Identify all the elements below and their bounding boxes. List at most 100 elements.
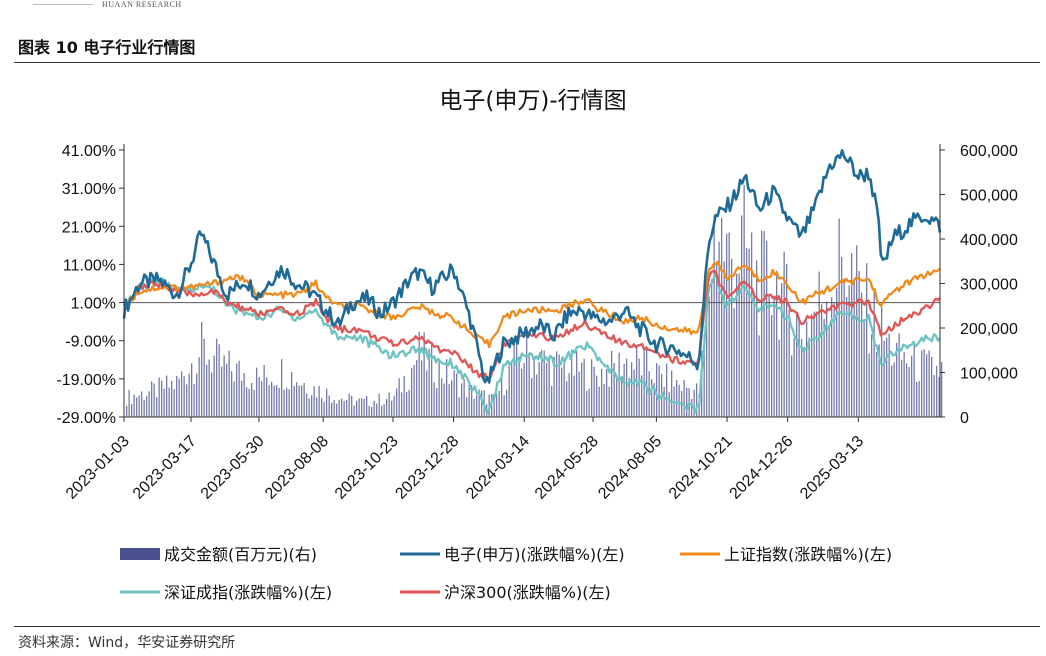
volume-bar xyxy=(703,335,705,417)
volume-bar xyxy=(451,380,453,417)
volume-bar xyxy=(231,371,233,417)
volume-bar xyxy=(488,394,490,417)
brand-text: HUAAN RESEARCH xyxy=(102,0,182,9)
volume-bar xyxy=(608,386,610,417)
volume-bar xyxy=(233,381,235,417)
volume-bar xyxy=(658,365,660,417)
volume-bar xyxy=(663,387,665,417)
volume-bar xyxy=(208,359,210,417)
volume-bar xyxy=(691,399,693,417)
volume-bar xyxy=(561,367,563,417)
volume-bar xyxy=(391,400,393,417)
volume-bar xyxy=(323,401,325,417)
volume-bar xyxy=(371,407,373,417)
volume-bar xyxy=(266,377,268,417)
volume-bar xyxy=(746,247,748,417)
legend-label: 沪深300(涨跌幅%)(左) xyxy=(444,583,611,602)
volume-bar xyxy=(766,240,768,417)
volume-bar xyxy=(126,405,128,417)
volume-bar xyxy=(513,342,515,417)
volume-bar xyxy=(521,368,523,417)
volume-bar xyxy=(823,318,825,417)
volume-bar xyxy=(216,338,218,417)
volume-bar xyxy=(478,389,480,417)
volume-bar xyxy=(333,399,335,417)
right-tick-label: 600,000 xyxy=(960,143,1018,160)
left-tick-label: -19.00% xyxy=(56,372,116,389)
series-lines xyxy=(122,149,942,415)
volume-bar xyxy=(373,400,375,417)
volume-bar xyxy=(731,258,733,417)
volume-bar xyxy=(406,391,408,417)
volume-bar xyxy=(211,372,213,417)
x-tick-label: 2024-10-21 xyxy=(666,433,736,503)
volume-bar xyxy=(898,333,900,417)
x-tick-label: 2023-10-23 xyxy=(332,433,402,503)
volume-bar xyxy=(173,389,175,417)
volume-bar xyxy=(331,402,333,417)
volume-bar xyxy=(243,373,245,417)
volume-bar xyxy=(838,218,840,417)
volume-bar xyxy=(446,359,448,417)
volume-bar xyxy=(891,365,893,417)
volume-bar xyxy=(508,361,510,417)
volume-bar xyxy=(911,355,913,417)
volume-bar xyxy=(771,315,773,417)
volume-bar xyxy=(378,393,380,417)
volume-bar xyxy=(863,321,865,417)
volume-bar xyxy=(553,356,555,417)
volume-bar xyxy=(901,359,903,417)
volume-bar xyxy=(518,356,520,417)
volume-bar xyxy=(498,391,500,417)
volume-bar xyxy=(168,387,170,417)
volume-bar xyxy=(348,393,350,417)
volume-bar xyxy=(533,356,535,417)
volume-bar xyxy=(536,374,538,417)
volume-bar xyxy=(531,378,533,417)
volume-bar xyxy=(816,311,818,417)
right-tick-label: 500,000 xyxy=(960,188,1018,205)
x-tick-label: 2023-01-03 xyxy=(63,433,133,503)
volume-bar xyxy=(776,270,778,417)
volume-bar xyxy=(828,326,830,417)
volume-bar xyxy=(843,278,845,417)
volume-bar xyxy=(866,263,868,417)
volume-bar xyxy=(761,230,763,417)
volume-bar xyxy=(376,403,378,417)
volume-bar xyxy=(903,352,905,417)
volume-bar xyxy=(718,241,720,417)
volume-bar xyxy=(431,341,433,417)
volume-bar xyxy=(428,348,430,417)
volume-bar xyxy=(908,367,910,417)
legend: 成交金额(百万元)(右) 电子(申万)(涨跌幅%)(左) 上证指数(涨跌幅%)(左)… xyxy=(120,545,892,602)
volume-bar xyxy=(153,383,155,417)
volume-bar xyxy=(133,394,135,417)
volume-bar xyxy=(136,397,138,417)
volume-bar xyxy=(931,357,933,417)
volume-bar xyxy=(271,381,273,417)
volume-bar xyxy=(596,375,598,417)
right-tick-label: 100,000 xyxy=(960,366,1018,383)
volume-bar xyxy=(181,371,183,417)
series-line-electronics xyxy=(122,149,942,384)
volume-bar xyxy=(601,368,603,417)
x-tick-label: 2023-05-30 xyxy=(198,433,268,503)
volume-bar xyxy=(303,383,305,417)
volume-bar xyxy=(693,389,695,417)
volume-bar xyxy=(218,344,220,417)
volume-bar xyxy=(926,354,928,417)
volume-bar xyxy=(341,398,343,417)
volume-bar xyxy=(316,397,318,417)
figure-title: 图表 10 电子行业行情图 xyxy=(18,38,196,57)
volume-bar xyxy=(801,338,803,417)
volume-bar xyxy=(928,350,930,417)
volume-bar xyxy=(583,358,585,417)
volume-bar xyxy=(641,375,643,417)
volume-bar xyxy=(283,389,285,417)
volume-bar xyxy=(356,400,358,417)
left-tick-label: 21.00% xyxy=(62,219,116,236)
volume-bar xyxy=(706,291,708,417)
volume-bar xyxy=(363,398,365,417)
volume-bar xyxy=(161,380,163,417)
volume-bar xyxy=(591,359,593,417)
